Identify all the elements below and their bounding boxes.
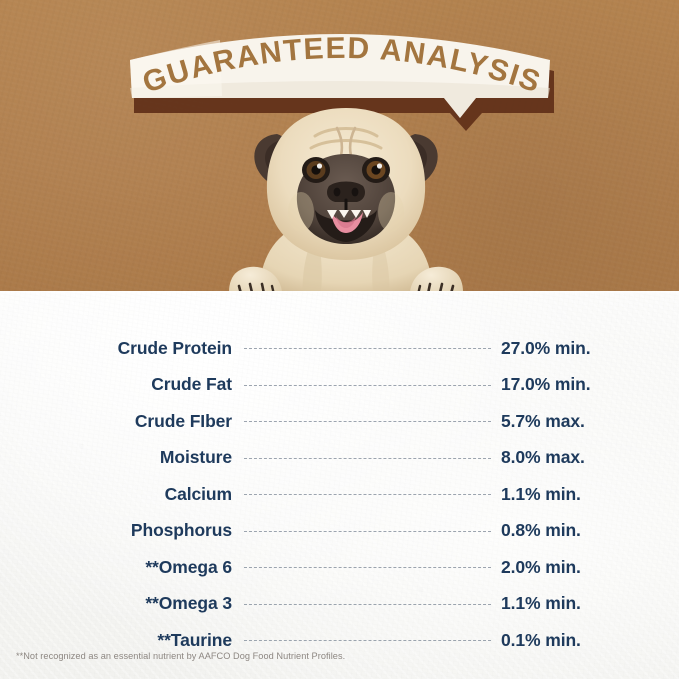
analysis-row-label: **Omega 6 [145,556,232,577]
analysis-row: **Taurine 0.1% min. [0,622,679,659]
pug-dog-image [229,108,463,305]
dotted-leader [244,457,491,460]
dotted-leader [244,640,491,642]
analysis-row-value: 8.0% max. [501,447,585,468]
paper-panel [0,291,679,679]
analysis-row: Moisture 8.0% max. [0,440,679,477]
analysis-row-value: 2.0% min. [501,556,581,577]
dotted-leader [244,494,491,496]
analysis-row-label: Crude Protein [117,337,233,358]
analysis-row-value: 27.0% min. [501,337,591,358]
analysis-row-value: 5.7% max. [501,410,585,431]
analysis-row-value: 17.0% min. [501,374,591,395]
analysis-row: Crude Protein 27.0% min. [0,330,679,367]
analysis-row-value: 0.1% min. [501,629,581,650]
analysis-row-label: Calcium [164,483,232,504]
analysis-row: Calcium 1.1% min. [0,476,679,513]
banner: GUARANTEED ANALYSIS [128,26,556,138]
dotted-leader [244,530,491,533]
analysis-row-label: **Taurine [157,629,232,650]
analysis-row-label: **Omega 3 [145,593,232,614]
analysis-row: Phosphorus 0.8% min. [0,513,679,550]
dotted-leader [244,421,491,423]
analysis-row-value: 1.1% min. [501,483,581,504]
analysis-row-label: Phosphorus [130,520,232,541]
analysis-row-label: Moisture [159,447,232,468]
dotted-leader [244,348,491,350]
dotted-leader [244,384,491,387]
banner-title-svg: GUARANTEED ANALYSIS [139,32,546,100]
paper-panel-edge [0,291,679,294]
analysis-row: Crude FIber 5.7% max. [0,403,679,440]
guaranteed-analysis-list: Crude Protein 27.0% min. Crude Fat 17.0% mi… [0,330,679,659]
analysis-row-label: Crude Fat [151,374,232,395]
analysis-row: Crude Fat 17.0% min. [0,367,679,404]
analysis-row-value: 1.1% min. [501,593,581,614]
analysis-row: **Omega 3 1.1% min. [0,586,679,623]
analysis-row: **Omega 6 2.0% min. [0,549,679,586]
banner-shape [130,34,554,131]
dotted-leader [244,567,491,569]
analysis-row-value: 0.8% min. [501,520,581,541]
footnote: **Not recognized as an essential nutrien… [16,651,346,661]
banner-title: GUARANTEED ANALYSIS [139,32,546,100]
dotted-leader [244,603,491,606]
analysis-row-label: Crude FIber [134,410,232,431]
